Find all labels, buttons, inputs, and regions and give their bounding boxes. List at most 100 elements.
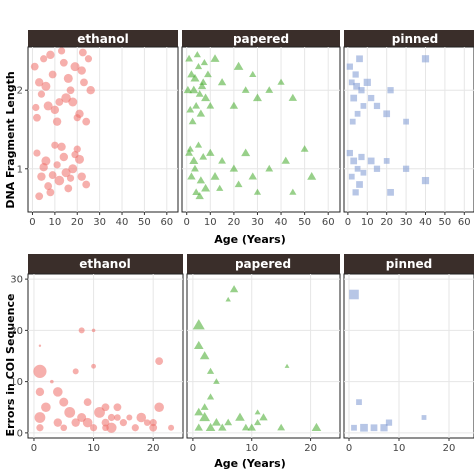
data-point-ethanol xyxy=(114,414,121,421)
grid-pinned-top xyxy=(344,47,474,212)
data-point-pinned xyxy=(373,165,381,172)
data-point-ethanol xyxy=(91,328,96,333)
data-point-papered xyxy=(193,340,204,350)
data-point-ethanol xyxy=(53,161,61,169)
data-point-papered xyxy=(218,156,226,164)
data-point-papered xyxy=(249,70,257,77)
data-point-ethanol xyxy=(149,423,158,432)
data-point-pinned xyxy=(421,415,427,420)
data-point-ethanol xyxy=(102,424,109,432)
data-point-pinned xyxy=(354,110,361,117)
x-tick-label: 20 xyxy=(304,443,317,454)
data-point-papered xyxy=(196,176,206,184)
data-point-pinned xyxy=(380,424,388,432)
data-point-ethanol xyxy=(55,98,64,106)
data-point-pinned xyxy=(387,188,394,196)
data-point-ethanol xyxy=(64,406,76,418)
data-point-papered xyxy=(194,423,203,431)
data-point-ethanol xyxy=(66,86,75,95)
x-tick-label: 50 xyxy=(298,217,311,228)
data-point-papered xyxy=(206,393,215,400)
data-point-pinned xyxy=(356,181,363,188)
x-tick-label: 30 xyxy=(251,217,264,228)
panel-pinned-bottom xyxy=(343,273,474,439)
panel-papered-bottom xyxy=(186,273,341,439)
data-point-ethanol xyxy=(64,184,73,193)
data-point-papered xyxy=(289,188,297,195)
facet-pinned-top: pinned 0 10 20 30 40 50 60 xyxy=(343,30,474,228)
strip-ethanol-bottom xyxy=(28,254,183,274)
data-point-papered xyxy=(288,93,298,101)
x-tick-label: 40 xyxy=(275,217,288,228)
data-point-papered xyxy=(201,183,211,192)
data-point-ethanol xyxy=(94,406,105,418)
data-point-papered xyxy=(218,423,227,431)
data-point-pinned xyxy=(385,419,393,426)
data-point-pinned xyxy=(352,189,359,196)
data-point-ethanol xyxy=(83,398,92,407)
x-tick-label: 0 xyxy=(29,217,35,228)
x-tick-label: 20 xyxy=(380,217,393,228)
data-point-ethanol xyxy=(73,114,81,122)
data-point-ethanol xyxy=(126,414,133,421)
y-axis-title-dna-fragment-length: DNA Fragment Length xyxy=(4,71,17,208)
data-point-ethanol xyxy=(41,402,51,413)
x-axis-title-age-bottom: Age (Years) xyxy=(214,457,286,470)
data-point-pinned xyxy=(354,165,361,172)
data-point-papered xyxy=(233,61,244,70)
data-point-ethanol xyxy=(33,364,47,378)
data-point-papered xyxy=(213,378,220,384)
data-point-ethanol xyxy=(33,113,41,122)
strip-label-ethanol-bottom: ethanol xyxy=(79,257,130,271)
strip-ethanol-top xyxy=(28,30,178,47)
data-point-papered xyxy=(200,59,209,66)
data-point-ethanol xyxy=(106,422,117,433)
data-point-ethanol xyxy=(57,142,66,151)
strip-papered-top xyxy=(182,30,340,47)
x-tick-label: 20 xyxy=(443,443,456,454)
data-point-papered xyxy=(241,86,250,93)
x-tick-label: 0 xyxy=(31,443,37,454)
data-point-papered xyxy=(252,93,262,102)
data-point-pinned xyxy=(351,424,357,431)
x-tick-label: 60 xyxy=(160,217,173,228)
x-tick-label: 40 xyxy=(419,217,432,228)
strip-papered-bottom xyxy=(187,254,340,274)
data-point-ethanol xyxy=(68,97,78,107)
data-point-papered xyxy=(311,422,322,432)
data-point-papered xyxy=(193,51,201,58)
data-point-papered xyxy=(199,411,211,422)
x-tick-label: 50 xyxy=(439,217,452,228)
data-point-ethanol xyxy=(77,66,86,75)
data-point-papered xyxy=(210,172,220,180)
data-point-ethanol xyxy=(48,171,57,179)
data-point-papered xyxy=(192,319,205,330)
x-tick-label: 10 xyxy=(245,443,258,454)
x-ticks-ethanol-top: 0 10 20 30 40 50 60 xyxy=(29,212,173,228)
x-tick-label: 10 xyxy=(204,217,217,228)
data-point-ethanol xyxy=(101,418,110,427)
strip-label-pinned-bottom: pinned xyxy=(386,257,433,271)
x-tick-label: 10 xyxy=(393,443,406,454)
data-point-ethanol xyxy=(39,163,48,172)
data-point-papered xyxy=(190,73,200,82)
data-point-ethanol xyxy=(82,180,91,189)
y-ticks-top: 12 xyxy=(17,86,28,175)
data-point-ethanol xyxy=(57,47,66,55)
data-point-papered xyxy=(201,93,211,102)
strip-pinned-bottom xyxy=(344,254,474,274)
data-point-papered xyxy=(199,351,210,360)
data-point-ethanol xyxy=(37,172,46,181)
data-point-ethanol xyxy=(78,327,85,334)
data-point-pinned xyxy=(387,87,394,94)
data-point-ethanol xyxy=(52,117,62,126)
data-point-papered xyxy=(204,70,212,78)
data-point-ethanol xyxy=(107,413,116,422)
data-point-pinned xyxy=(353,82,360,90)
x-tick-label: 0 xyxy=(184,217,190,228)
data-point-ethanol xyxy=(40,55,48,63)
data-point-pinned xyxy=(352,71,359,78)
data-point-papered xyxy=(183,85,193,94)
data-point-ethanol xyxy=(82,117,91,126)
data-point-papered xyxy=(241,423,250,431)
